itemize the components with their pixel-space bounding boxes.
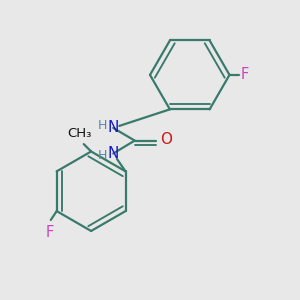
Text: H: H [97,119,107,132]
Text: CH₃: CH₃ [67,127,92,140]
Text: O: O [160,133,172,148]
Text: F: F [240,68,249,82]
Text: F: F [45,225,53,240]
Text: N: N [107,146,119,161]
Text: H: H [97,149,107,162]
Text: N: N [107,120,119,135]
